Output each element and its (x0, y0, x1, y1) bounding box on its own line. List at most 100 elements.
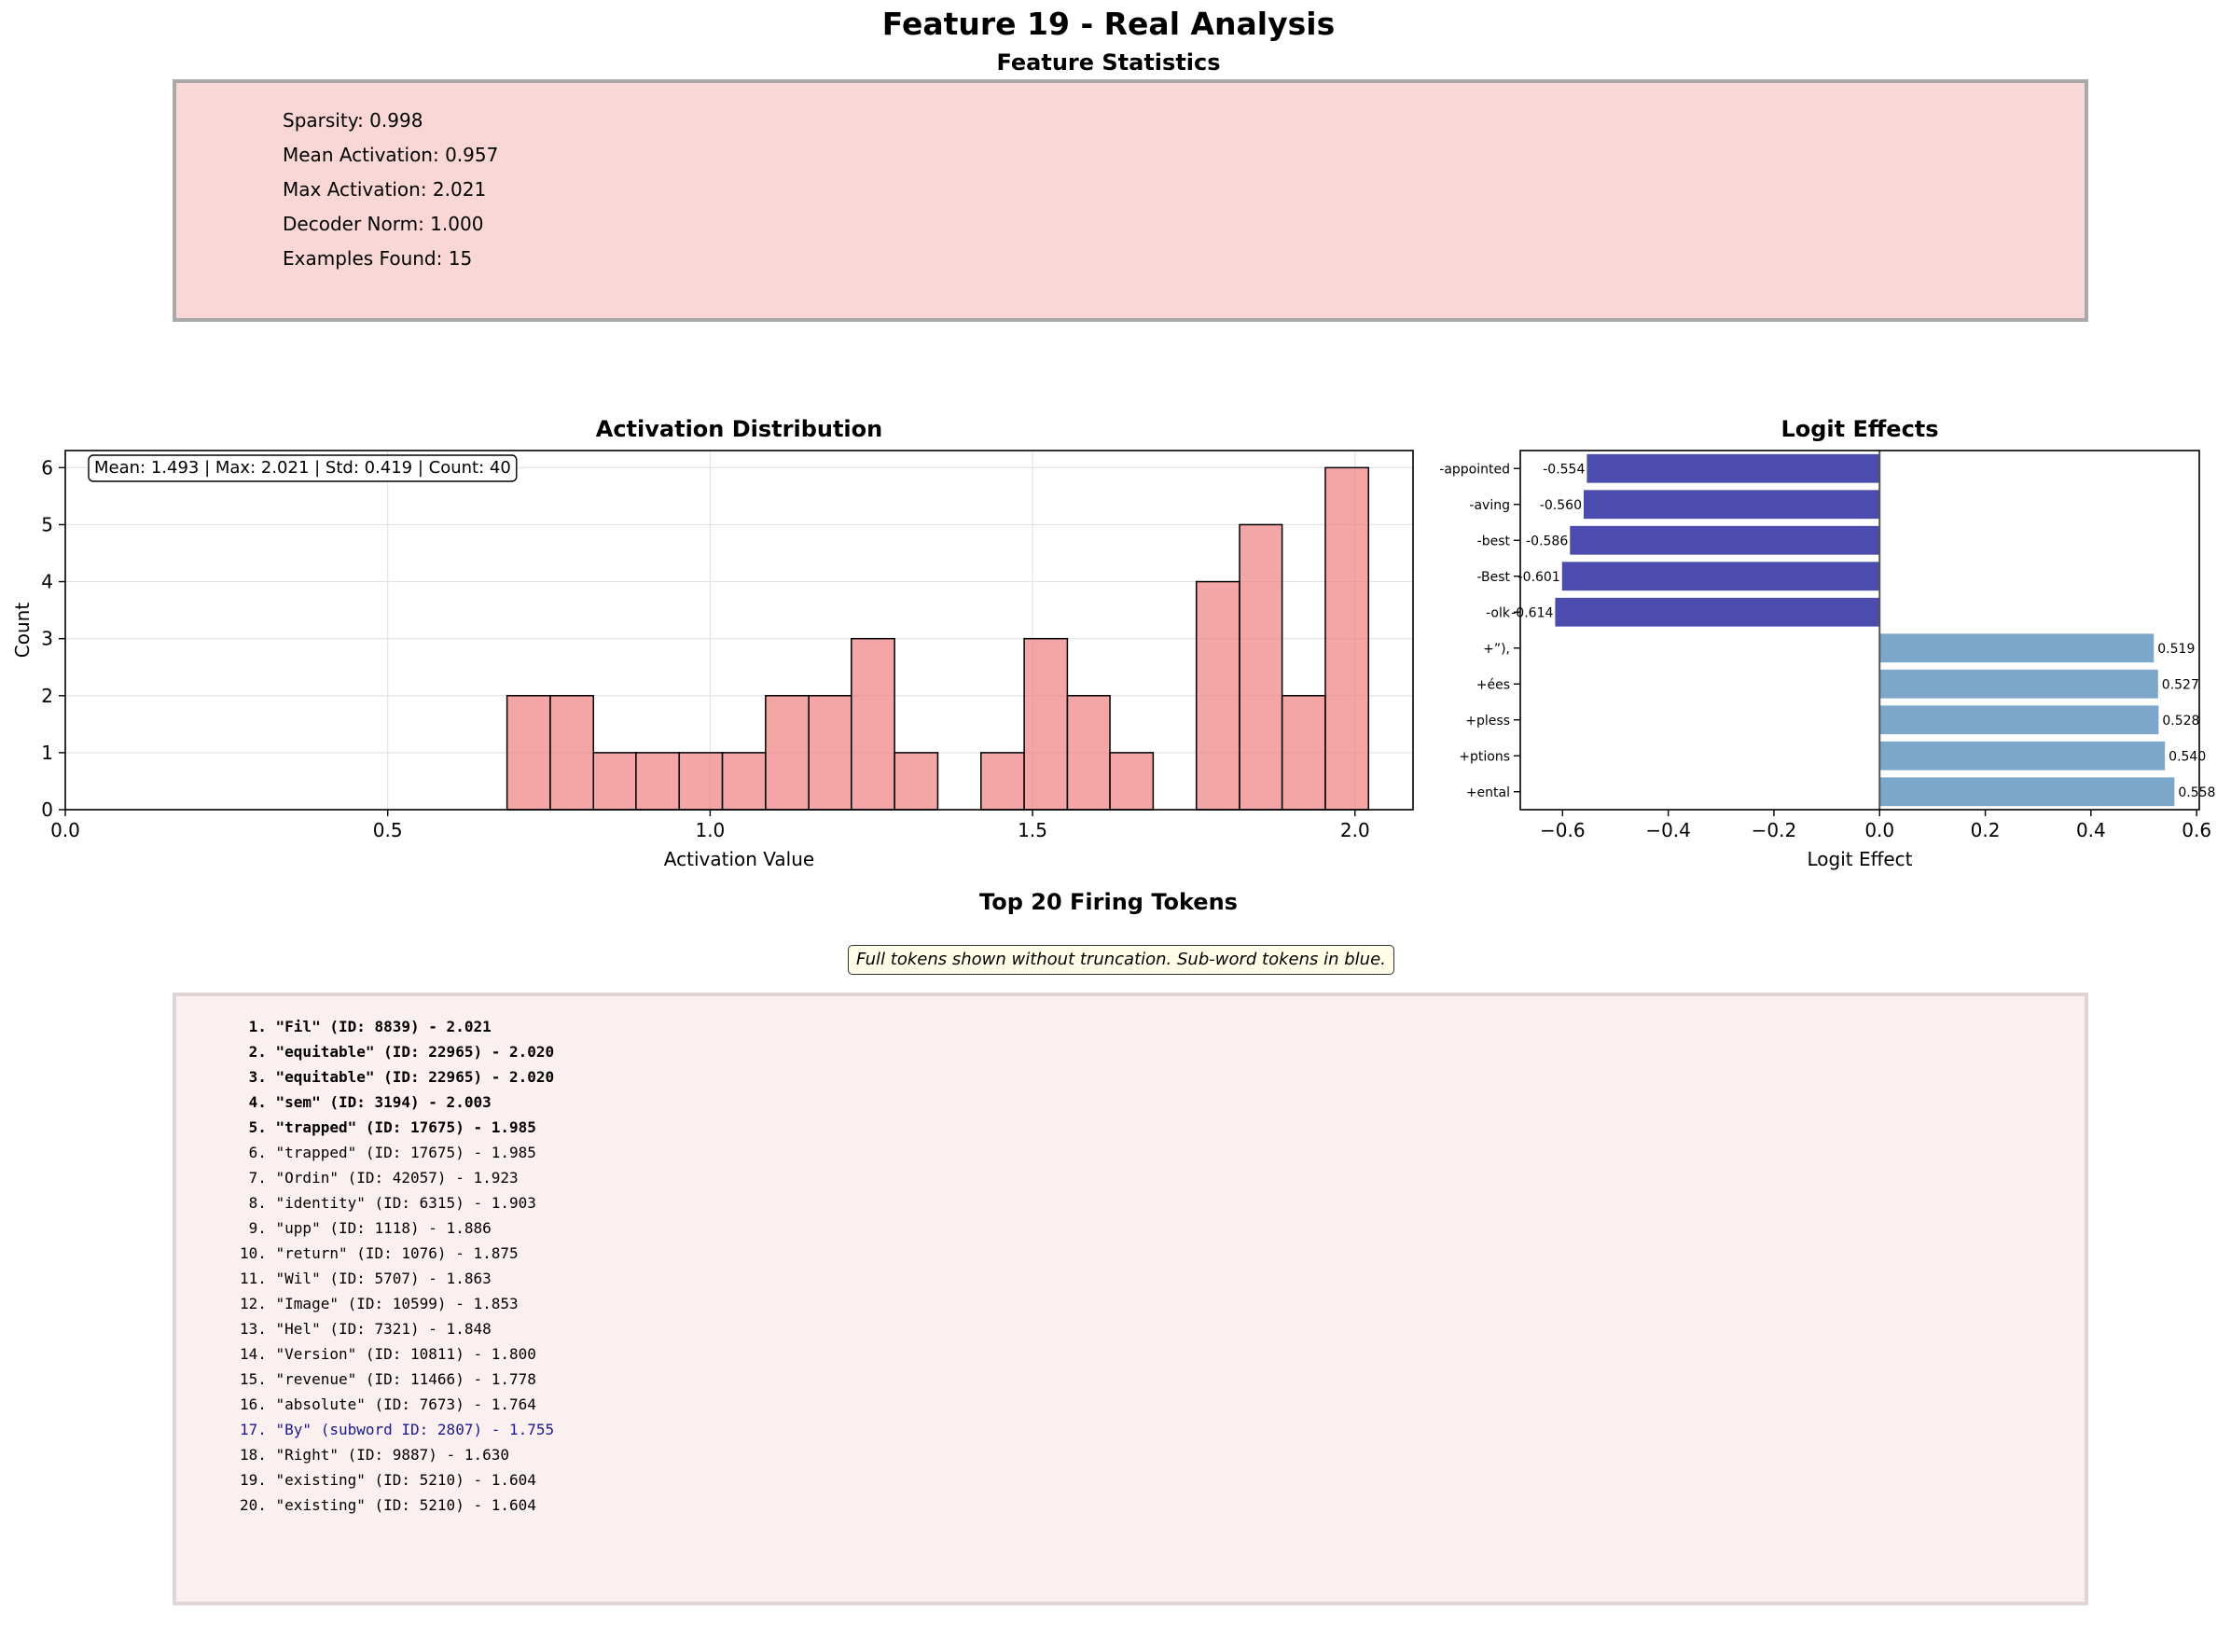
value-label: 0.519 (2157, 642, 2195, 657)
x-tick-label: 0.6 (2182, 819, 2211, 841)
y-tick-label: 3 (41, 628, 53, 650)
value-label: -0.614 (1511, 605, 1553, 620)
token-row: 19. "existing" (ID: 5210) - 1.604 (240, 1471, 536, 1489)
token-row: 20. "existing" (ID: 5210) - 1.604 (240, 1496, 536, 1514)
tokens-note: Full tokens shown without truncation. Su… (848, 945, 1394, 975)
chart-title: Logit Effects (1781, 416, 1938, 442)
stats-label-box (88, 454, 518, 482)
category-label: -best (1477, 534, 1511, 548)
token-row: 13. "Hel" (ID: 7321) - 1.848 (240, 1320, 492, 1338)
x-tick-label: −0.6 (1540, 819, 1586, 841)
logit-effects-chart: -appointed -0.554 -aving -0.560 -best -0.586 -… (1439, 416, 2215, 870)
histogram-bar (1281, 695, 1326, 811)
category-label: +ptions (1459, 749, 1510, 764)
x-tick-label: 1.0 (695, 819, 725, 841)
value-label: -0.560 (1540, 498, 1582, 513)
y-tick-label: 5 (41, 513, 53, 535)
histogram-bar (721, 752, 767, 811)
histogram-bar (592, 752, 637, 811)
x-axis-label: Activation Value (664, 848, 814, 870)
token-row: 8. "identity" (ID: 6315) - 1.903 (240, 1194, 536, 1212)
histogram-bar (635, 752, 680, 811)
activation-histogram: 0.0 0.5 1.0 1.5 2.0 0 1 2 3 4 5 6 Activation Distrib… (11, 416, 1414, 870)
token-row: 9. "upp" (ID: 1118) - 1.886 (240, 1219, 492, 1237)
page-title: Feature 19 - Real Analysis (881, 6, 1336, 42)
logit-bar (1879, 669, 2158, 699)
stat-max-activation: Max Activation: 2.021 (283, 178, 487, 201)
token-row: 18. "Right" (ID: 9887) - 1.630 (240, 1446, 509, 1464)
logit-bar (1587, 453, 1880, 483)
plot-frame (1519, 450, 2200, 811)
category-label: +”), (1483, 642, 1510, 657)
x-axis-label: Logit Effect (1807, 848, 1912, 870)
category-label: -appointed (1439, 462, 1510, 477)
logit-bar (1570, 525, 1880, 555)
histogram-bar (506, 695, 551, 811)
category-label: -Best (1476, 570, 1510, 585)
histogram-bar (1239, 523, 1283, 811)
category-label: +pless (1465, 714, 1510, 729)
token-row: 2. "equitable" (ID: 22965) - 2.020 (240, 1043, 555, 1061)
value-label: -0.586 (1526, 534, 1568, 548)
logit-bar (1555, 597, 1880, 627)
token-row: 12. "Image" (ID: 10599) - 1.853 (240, 1295, 519, 1312)
histogram-bar (1195, 580, 1240, 811)
chart-title: Activation Distribution (596, 416, 882, 442)
x-tick-label: 0.0 (50, 819, 80, 841)
y-tick-label: 0 (41, 798, 53, 821)
logit-bar (1583, 490, 1880, 520)
token-row: 10. "return" (ID: 1076) - 1.875 (240, 1244, 519, 1262)
token-row: 17. "By" (subword ID: 2807) - 1.755 (240, 1421, 555, 1438)
histogram-bar (1109, 752, 1155, 811)
y-tick-label: 2 (41, 685, 53, 707)
token-row: 6. "trapped" (ID: 17675) - 1.985 (240, 1144, 536, 1161)
charts-area: 0.0 0.5 1.0 1.5 2.0 0 1 2 3 4 5 6 Activation Distrib… (11, 416, 2215, 870)
histogram-bar (980, 752, 1025, 811)
token-row: 16. "absolute" (ID: 7673) - 1.764 (240, 1395, 536, 1413)
histogram-bar (808, 695, 852, 811)
value-label: -0.601 (1518, 570, 1560, 585)
x-tick-label: 0.0 (1864, 819, 1894, 841)
y-tick-label: 4 (41, 571, 53, 593)
x-tick-label: −0.4 (1645, 819, 1691, 841)
token-row: 5. "trapped" (ID: 17675) - 1.985 (240, 1118, 536, 1136)
histogram-bar (549, 695, 594, 811)
tokens-title: Top 20 Firing Tokens (979, 889, 1238, 915)
token-row: 11. "Wil" (ID: 5707) - 1.863 (240, 1270, 492, 1287)
stat-mean-activation: Mean Activation: 0.957 (283, 144, 499, 166)
logit-bar (1879, 741, 2166, 770)
histogram-bar (1023, 637, 1069, 811)
y-tick-label: 1 (41, 742, 53, 764)
histogram-bar (1324, 466, 1370, 811)
y-axis-label: Count (11, 603, 34, 659)
value-label: 0.527 (2162, 677, 2199, 692)
tokens-panel: 1. "Fil" (ID: 8839) - 2.021 2. "equitabl… (173, 993, 2088, 1605)
value-label: 0.540 (2169, 749, 2206, 764)
value-label: -0.554 (1543, 462, 1585, 477)
plot-frame (64, 450, 1414, 811)
histogram-bar (765, 695, 810, 811)
value-label: 0.558 (2178, 785, 2215, 800)
category-label: -aving (1469, 498, 1510, 513)
x-tick-label: 1.5 (1018, 819, 1047, 841)
histogram-bar (851, 637, 895, 811)
histogram-bar (1066, 695, 1111, 811)
x-tick-label: −0.2 (1752, 819, 1797, 841)
y-tick-label: 6 (41, 456, 53, 479)
value-label: 0.528 (2162, 714, 2199, 729)
x-tick-label: 0.4 (2076, 819, 2106, 841)
x-tick-label: 0.2 (1971, 819, 2001, 841)
stat-examples-found: Examples Found: 15 (283, 247, 473, 270)
histogram-bar (894, 752, 939, 811)
token-row: 4. "sem" (ID: 3194) - 2.003 (240, 1093, 492, 1111)
logit-bar (1879, 633, 2155, 663)
x-tick-label: 2.0 (1340, 819, 1370, 841)
token-row: 3. "equitable" (ID: 22965) - 2.020 (240, 1068, 555, 1086)
stats-panel: Sparsity: 0.998 Mean Activation: 0.957 M… (173, 79, 2088, 322)
histogram-bar (678, 752, 724, 811)
category-label: -olk (1486, 605, 1511, 620)
token-row: 7. "Ordin" (ID: 42057) - 1.923 (240, 1169, 519, 1187)
token-row: 1. "Fil" (ID: 8839) - 2.021 (240, 1018, 492, 1035)
stats-title: Feature Statistics (996, 49, 1221, 76)
stats-label: Mean: 1.493 | Max: 2.021 | Std: 0.419 | … (94, 458, 511, 478)
